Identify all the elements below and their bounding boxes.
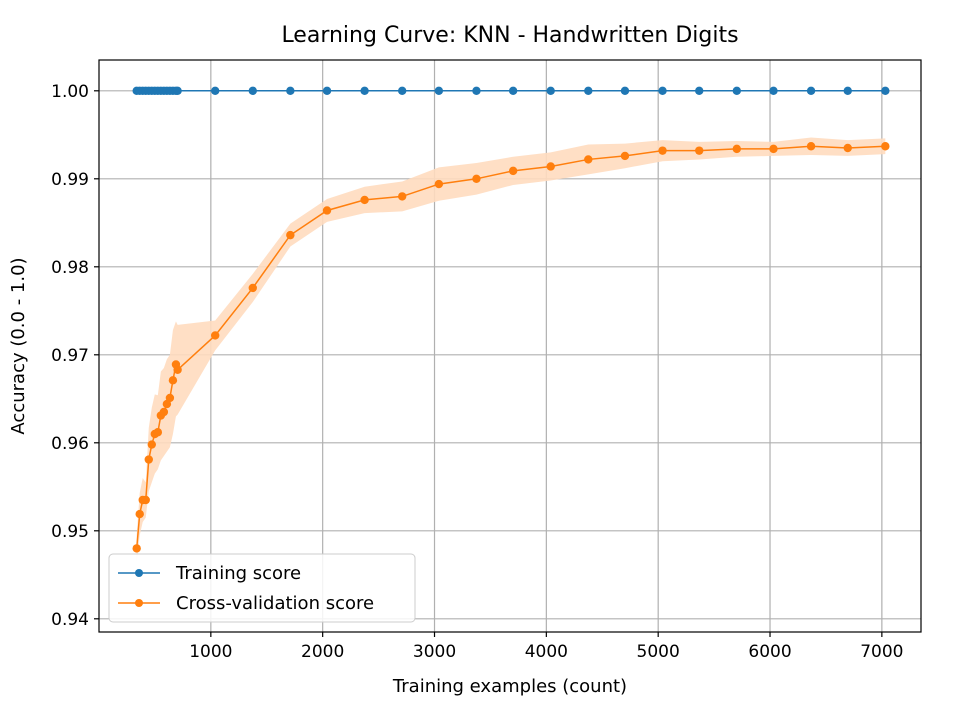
cross-validation-score-point [144, 455, 153, 464]
x-tick-label: 7000 [860, 642, 903, 662]
series-markers [132, 86, 890, 553]
cross-validation-score-point [248, 283, 257, 293]
training-score-point [360, 86, 369, 96]
cross-validation-score-point [508, 166, 518, 176]
training-score-point [695, 86, 704, 96]
legend-box [108, 553, 416, 623]
legend: Training score Cross-validation score [108, 553, 416, 623]
y-axis-label: Accuracy (0.0 - 1.0) [8, 257, 29, 434]
y-axis-ticks: 0.94 0.95 0.96 0.97 0.98 0.99 1.00 [51, 82, 99, 630]
cross-validation-score-point [153, 428, 163, 437]
cross-validation-score-point [434, 179, 444, 189]
legend-label-cross-validation-score: Cross-validation score [176, 593, 374, 614]
training-score-point [434, 86, 444, 96]
cross-validation-score-point [210, 331, 220, 340]
cross-validation-score-point [806, 142, 816, 151]
training-score-point [508, 86, 518, 96]
cross-validation-score-point [881, 142, 890, 151]
training-score-point [620, 86, 630, 96]
cross-validation-score-point [168, 376, 178, 385]
y-tick-label: 1.00 [51, 82, 89, 102]
cross-validation-score-point [159, 407, 169, 417]
cross-validation-score-line [135, 145, 886, 549]
cross-validation-score-std-band [136, 137, 886, 562]
cross-validation-score-point [147, 440, 156, 449]
x-axis-ticks: 1000 2000 3000 4000 5000 6000 7000 [189, 632, 903, 662]
confidence-bands [136, 137, 886, 562]
cross-validation-score-point [165, 393, 175, 403]
cross-validation-score-point [769, 144, 778, 154]
cross-validation-score-point [141, 495, 150, 505]
legend-swatch-cv-marker [135, 599, 143, 607]
training-score-point [397, 86, 407, 96]
training-score-point [881, 86, 890, 96]
cross-validation-score-point [658, 146, 667, 155]
training-score-point [732, 86, 742, 96]
training-score-point [286, 86, 295, 96]
legend-label-training-score: Training score [175, 563, 301, 584]
training-score-point [546, 86, 555, 96]
y-tick-label: 0.97 [51, 346, 89, 366]
cross-validation-score-point [546, 162, 555, 171]
y-tick-label: 0.99 [51, 170, 89, 190]
training-score-point [658, 86, 667, 96]
x-axis-label: Training examples (count) [392, 676, 627, 697]
y-tick-label: 0.94 [51, 610, 89, 630]
training-score-point [210, 86, 220, 96]
cross-validation-score-point [695, 146, 704, 155]
x-tick-label: 5000 [637, 642, 680, 662]
plot-frame [98, 59, 922, 633]
x-tick-label: 3000 [413, 642, 456, 662]
cross-validation-score-point [843, 143, 852, 153]
cross-validation-score-point [620, 151, 630, 161]
training-score-point [248, 86, 257, 96]
training-score-point [472, 86, 481, 96]
cross-validation-score-point [173, 365, 182, 374]
cross-validation-score-point [286, 230, 295, 240]
x-tick-label: 2000 [301, 642, 344, 662]
cross-validation-score-point [135, 509, 144, 519]
cross-validation-score-point [397, 192, 407, 201]
training-score-point [322, 86, 332, 96]
y-tick-label: 0.95 [51, 522, 89, 542]
cross-validation-score-point [132, 544, 141, 553]
y-tick-label: 0.96 [51, 434, 89, 454]
legend-swatch-training-marker [135, 569, 143, 577]
training-score-point [584, 86, 593, 96]
x-tick-label: 1000 [189, 642, 232, 662]
training-score-point [769, 86, 778, 96]
training-score-point [173, 86, 182, 96]
cross-validation-score-point [732, 144, 742, 154]
cross-validation-score-point [322, 206, 332, 215]
cross-validation-score-point [360, 195, 369, 205]
training-score-point [843, 86, 852, 96]
x-tick-label: 4000 [525, 642, 568, 662]
training-score-point [806, 86, 816, 96]
y-tick-label: 0.98 [51, 258, 89, 278]
cross-validation-score-point [584, 155, 593, 164]
cross-validation-score-point [472, 174, 481, 183]
chart-title: Learning Curve: KNN - Handwritten Digits [281, 23, 738, 48]
x-tick-label: 6000 [748, 642, 791, 662]
